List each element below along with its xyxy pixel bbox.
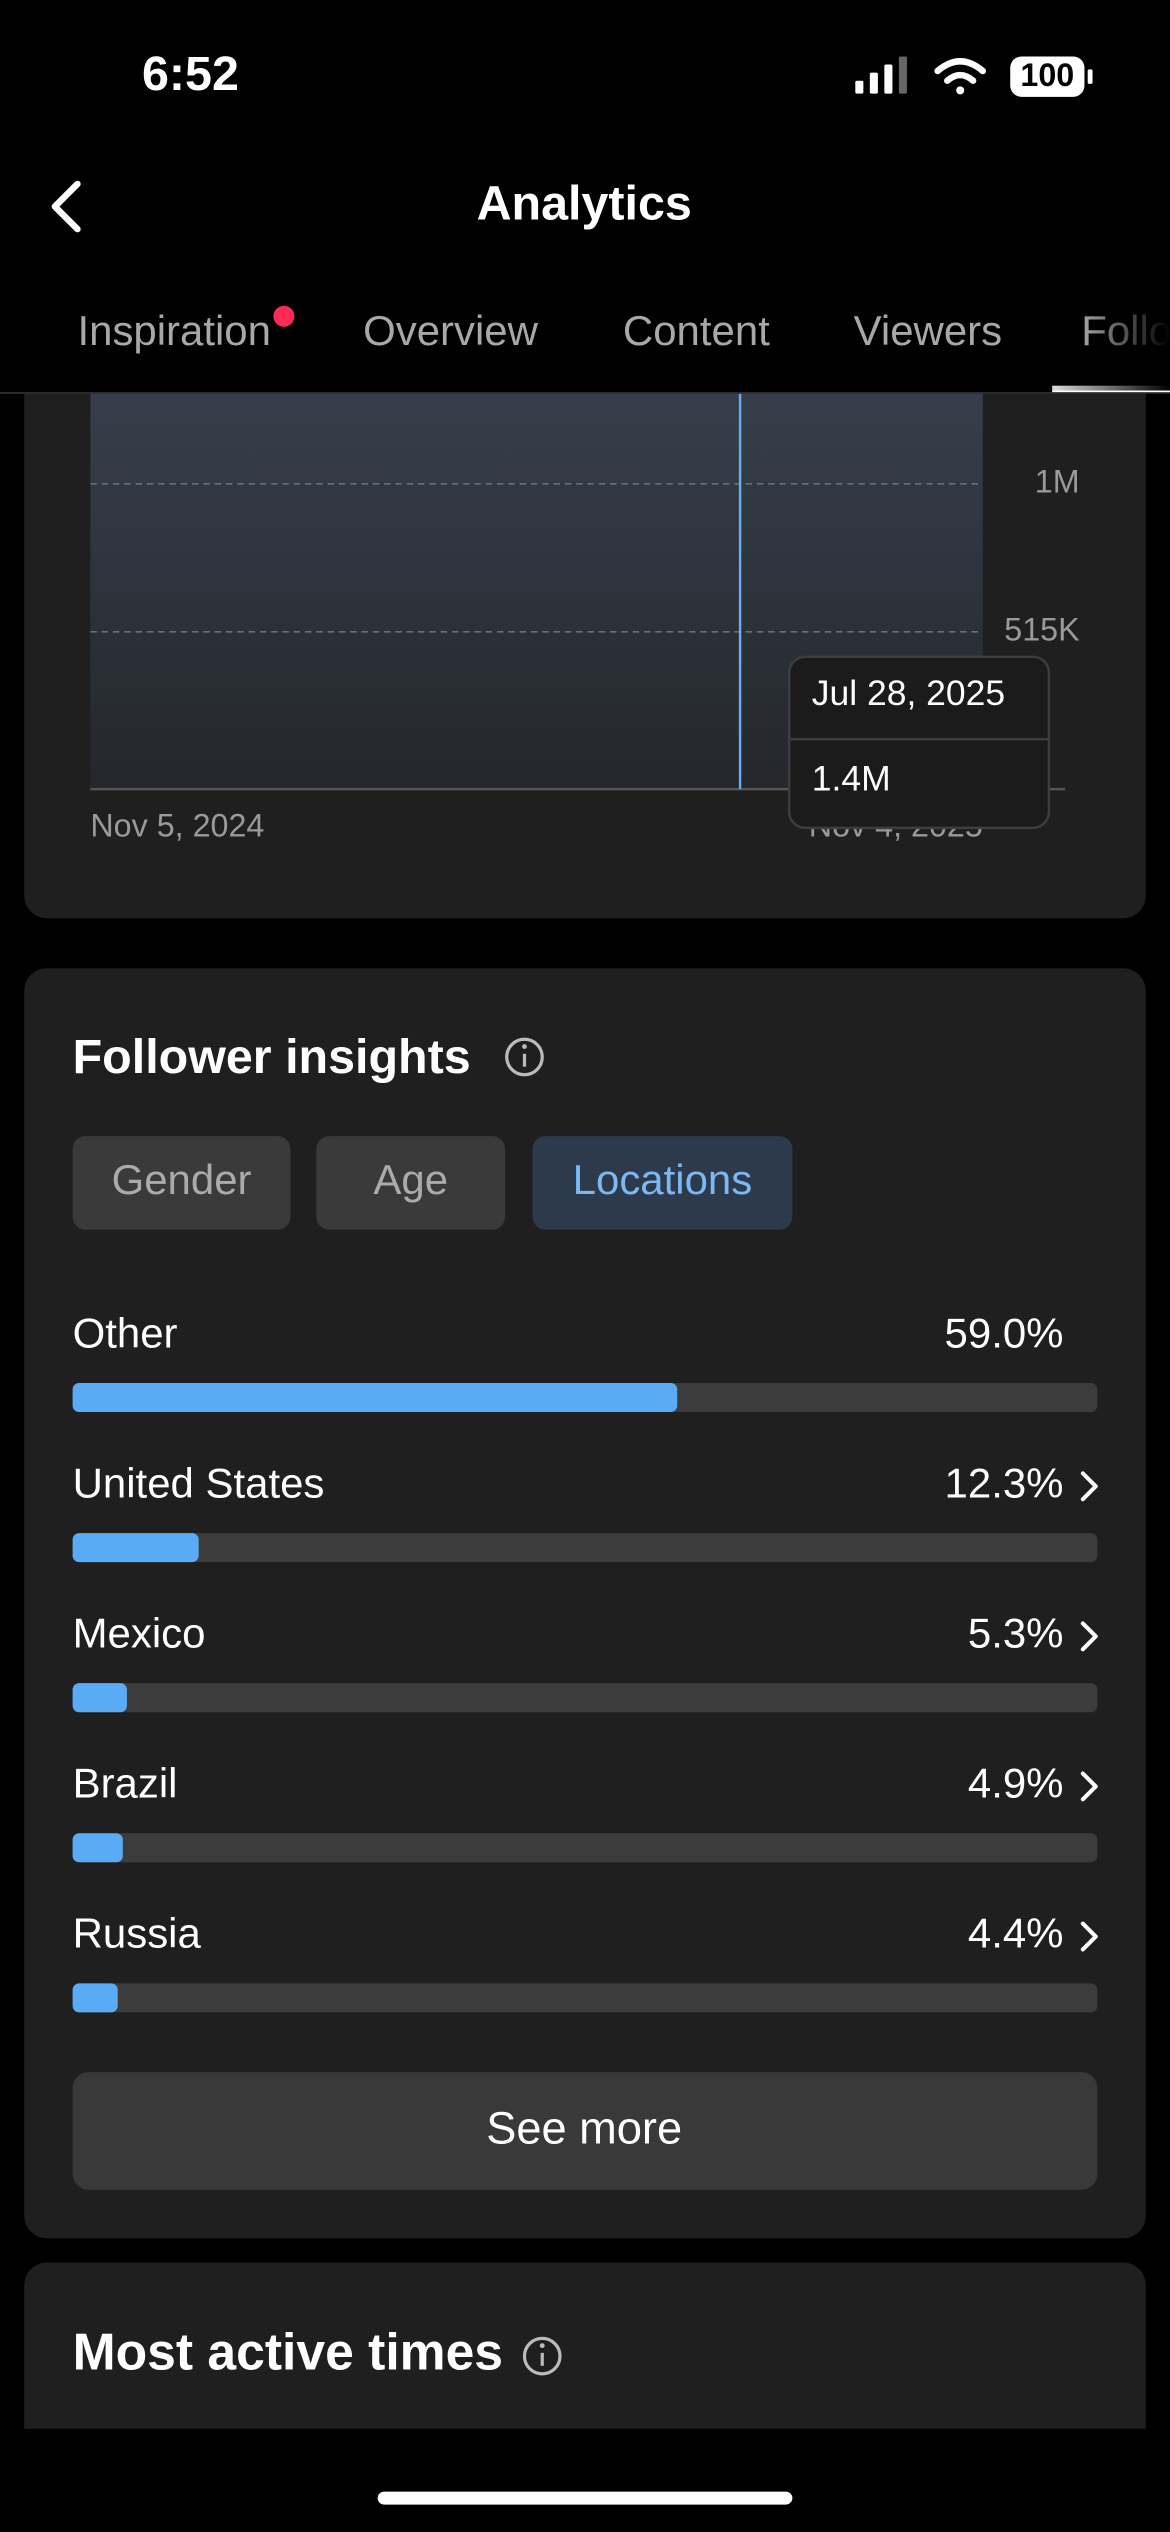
tooltip	[787, 655, 1051, 830]
section-title: Most active times	[73, 2323, 503, 2381]
see-more-label: See more	[486, 2103, 682, 2154]
bar	[72, 1533, 199, 1563]
tab[interactable]: Inspiration	[77, 307, 271, 354]
chevron[interactable]	[1080, 1771, 1098, 1802]
info-icon[interactable]	[522, 2336, 562, 2376]
bar-track	[72, 1983, 1098, 2013]
filter-button[interactable]	[316, 1136, 506, 1230]
notification-dot	[273, 305, 295, 327]
location-percent: 4.4%	[968, 1910, 1064, 1957]
bar	[72, 1683, 127, 1713]
section-title: Follower insights	[73, 1030, 471, 1084]
chevron[interactable]	[1080, 1471, 1098, 1502]
location-percent: 59.0%	[945, 1309, 1064, 1356]
tooltip-value: 1.4M	[812, 758, 891, 798]
bar	[72, 1983, 118, 2013]
bar-track	[72, 1833, 1098, 1863]
tooltip-date: Jul 28, 2025	[812, 673, 1005, 713]
bar-track	[72, 1683, 1098, 1713]
bar-track	[72, 1533, 1098, 1563]
location-name: Mexico	[73, 1609, 206, 1656]
location-percent: 4.9%	[968, 1760, 1064, 1807]
status-time: 6:52	[142, 47, 239, 101]
bar	[72, 1382, 678, 1413]
battery-level: 100	[1020, 57, 1074, 93]
card	[24, 968, 1146, 2239]
filter-button[interactable]	[532, 1136, 793, 1230]
battery-tip	[1087, 69, 1093, 84]
filter-label: Gender	[112, 1156, 252, 1203]
chevron[interactable]	[1080, 1921, 1098, 1952]
background	[0, 2428, 1170, 2532]
location-name: Brazil	[73, 1760, 178, 1807]
wifi-icon	[934, 58, 987, 95]
y-tick-label: 515K	[1004, 611, 1080, 647]
location-name: Other	[73, 1309, 178, 1356]
page-title: Analytics	[477, 176, 692, 230]
battery	[1010, 56, 1085, 97]
home-indicator	[377, 2491, 793, 2505]
location-percent: 12.3%	[945, 1459, 1064, 1506]
y-tick-label: 1M	[1035, 463, 1080, 499]
back-button[interactable]	[51, 180, 81, 233]
bar	[72, 1833, 123, 1863]
see-more-button[interactable]	[72, 2072, 1098, 2190]
location-name: Russia	[73, 1910, 202, 1957]
location-name: United States	[73, 1459, 325, 1506]
chevron[interactable]	[1080, 1621, 1098, 1652]
filter-label: Locations	[573, 1156, 753, 1203]
card	[24, 2262, 1146, 2457]
x-label: Nov 5, 2024	[90, 807, 264, 843]
tab[interactable]: Viewers	[854, 307, 1002, 354]
filter-label: Age	[373, 1156, 448, 1203]
info-icon[interactable]	[505, 1037, 544, 1077]
tab[interactable]: Overview	[363, 307, 538, 354]
filter-button[interactable]	[72, 1136, 291, 1230]
signal-icon	[855, 56, 907, 94]
tab[interactable]: Content	[623, 307, 770, 354]
tab-fade	[1032, 274, 1170, 391]
location-percent: 5.3%	[968, 1609, 1064, 1656]
